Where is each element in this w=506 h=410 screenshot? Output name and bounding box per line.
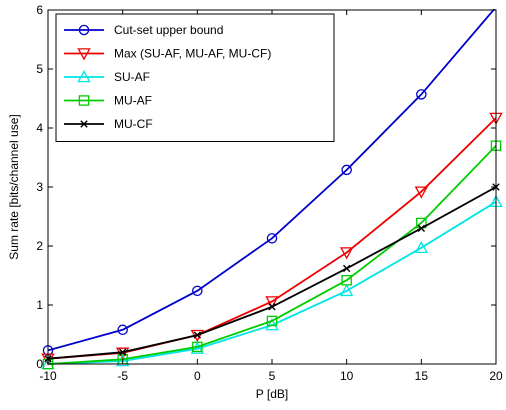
legend-marker-4 xyxy=(80,120,88,128)
data-point-0-5 xyxy=(416,89,427,100)
y-tick-label-6: 6 xyxy=(36,3,43,17)
legend-entry-2: SU-AF xyxy=(64,70,150,84)
x-tick-label-6: 20 xyxy=(489,369,503,383)
data-point-0-3 xyxy=(266,233,278,244)
data-point-3-3 xyxy=(266,315,278,327)
x-tick-label-4: 10 xyxy=(340,369,354,383)
series-4 xyxy=(44,183,500,363)
y-tick-label-2: 2 xyxy=(36,239,43,253)
x-tick-label-3: 5 xyxy=(269,369,276,383)
legend-marker-0 xyxy=(78,24,90,36)
legend-entry-0: Cut-set upper bound xyxy=(64,23,223,37)
axes: -10 -5 0 5 10 15 20 0 1 2 3 4 5 6 xyxy=(36,3,503,383)
y-tick-label-0: 0 xyxy=(36,357,43,371)
legend-label-3: MU-AF xyxy=(114,94,152,108)
y-tick-label-3: 3 xyxy=(36,180,43,194)
legend-label-4: MU-CF xyxy=(114,117,153,131)
data-point-4-5 xyxy=(417,224,426,232)
x-tick-label-0: -10 xyxy=(39,369,57,383)
data-point-3-4 xyxy=(341,274,352,286)
legend-marker-3 xyxy=(78,95,90,106)
data-point-1-5 xyxy=(414,186,429,199)
legend-marker-2 xyxy=(77,70,91,83)
x-axis-label: P [dB] xyxy=(256,387,288,401)
data-point-4-4 xyxy=(342,264,351,273)
legend-label-0: Cut-set upper bound xyxy=(114,23,223,37)
data-point-2-5 xyxy=(414,240,429,254)
x-tick-label-2: 0 xyxy=(194,369,201,383)
x-tick-label-5: 15 xyxy=(415,369,429,383)
legend: Cut-set upper bound Max (SU-AF, MU-AF, MU… xyxy=(55,13,335,142)
data-point-4-3 xyxy=(268,303,276,311)
data-point-4-2 xyxy=(193,331,202,339)
y-tick-label-1: 1 xyxy=(36,298,43,312)
data-point-3-2 xyxy=(192,341,203,353)
data-point-2-3 xyxy=(265,318,279,331)
legend-entry-3: MU-AF xyxy=(64,94,152,108)
data-point-1-4 xyxy=(339,247,354,260)
legend-entry-4: MU-CF xyxy=(64,117,153,131)
legend-marker-1 xyxy=(77,48,91,61)
data-point-2-1 xyxy=(115,354,130,367)
data-point-0-2 xyxy=(192,285,203,297)
data-point-2-4 xyxy=(339,283,354,297)
data-point-0-4 xyxy=(341,164,352,176)
data-point-1-3 xyxy=(265,296,279,309)
data-point-0-1 xyxy=(117,324,128,336)
data-point-4-1 xyxy=(118,348,127,356)
y-tick-label-4: 4 xyxy=(36,121,43,135)
series-0 xyxy=(42,9,496,356)
series-line-0 xyxy=(48,9,496,352)
x-tick-label-1: -5 xyxy=(117,369,128,383)
y-axis-label: Sum rate [bits/channel use] xyxy=(7,114,21,259)
y-tick-label-5: 5 xyxy=(36,62,43,76)
legend-label-1: Max (SU-AF, MU-AF, MU-CF) xyxy=(114,47,271,61)
legend-entry-1: Max (SU-AF, MU-AF, MU-CF) xyxy=(64,47,271,61)
legend-label-2: SU-AF xyxy=(114,70,150,84)
